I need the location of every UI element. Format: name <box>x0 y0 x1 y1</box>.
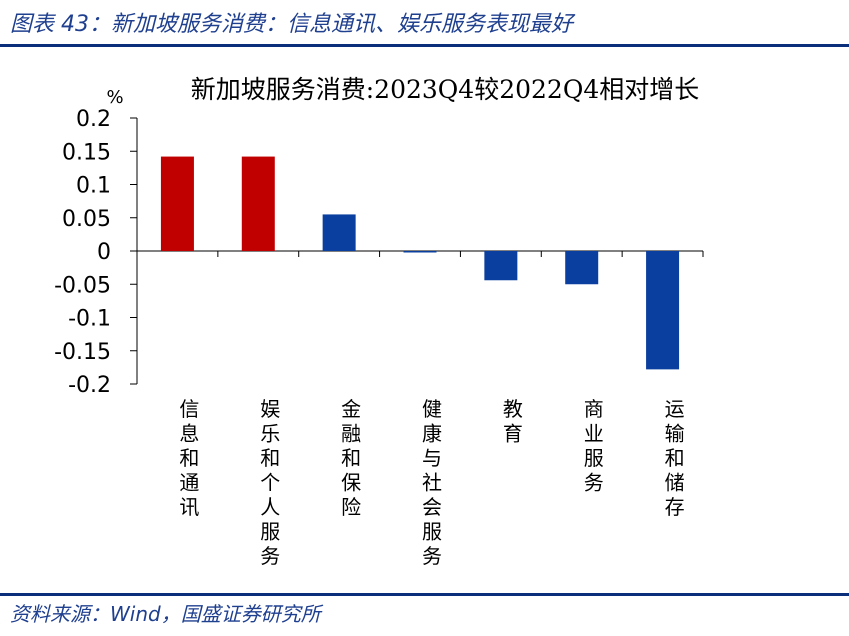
y-tick-label: -0.05 <box>54 273 111 298</box>
bar-chart: 新加坡服务消费:2023Q4较2022Q4相对增长 % 0.20.150.10.… <box>54 75 704 568</box>
y-tick-label: -0.2 <box>68 373 111 398</box>
footer-rule <box>0 593 849 596</box>
y-tick-label: 0.15 <box>62 140 111 165</box>
x-tick-label: 金融和保险 <box>341 397 361 519</box>
y-tick-label: 0.1 <box>76 174 111 199</box>
y-tick-label: -0.1 <box>68 307 111 332</box>
chart-title: 新加坡服务消费:2023Q4较2022Q4相对增长 <box>191 75 699 104</box>
figure-title: 图表 43：新加坡服务消费：信息通讯、娱乐服务表现最好 <box>10 12 573 37</box>
x-tick-label: 商业服务 <box>584 397 604 495</box>
x-tick-label: 健康与社会服务 <box>422 397 442 568</box>
y-tick-label: -0.15 <box>54 340 111 365</box>
y-tick-label: 0.2 <box>76 107 111 132</box>
y-tick-label: 0.05 <box>62 207 111 232</box>
x-tick-label: 运输和储存 <box>665 397 685 519</box>
x-tick-label: 信息和通讯 <box>179 397 199 519</box>
bar-4 <box>403 251 437 253</box>
x-tick-labels: 信息和通讯 娱乐和个人服务 金融和保险 健康与社会服务 教育 商业服务 运输和储存 <box>179 397 684 568</box>
bar-5 <box>484 251 518 281</box>
bar-6 <box>565 251 599 285</box>
bar-2 <box>241 156 275 251</box>
source-note: 资料来源：Wind，国盛证券研究所 <box>10 602 321 626</box>
y-tick-labels: 0.2 0.15 0.1 0.05 0 -0.05 -0.1 -0.15 -0.2 <box>54 107 111 398</box>
bar-7 <box>646 251 680 370</box>
x-tick-label: 娱乐和个人服务 <box>260 397 280 568</box>
x-tick-label: 教育 <box>503 397 523 446</box>
header-rule <box>0 44 849 47</box>
y-tick-label: 0 <box>97 240 111 265</box>
bars <box>160 156 680 370</box>
bar-1 <box>160 156 194 251</box>
y-axis-unit: % <box>106 87 123 108</box>
bar-3 <box>322 214 356 251</box>
